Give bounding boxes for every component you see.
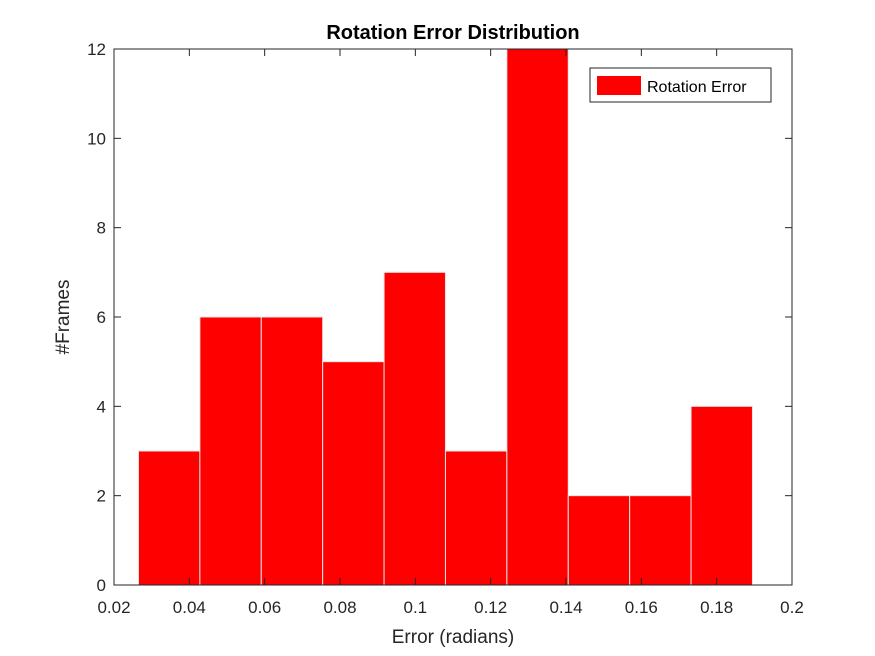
histogram-bar: [444, 450, 508, 586]
histogram-bar: [199, 316, 262, 586]
y-ticks-group: 0 2 4 6 8 10 12: [87, 40, 792, 595]
legend: Rotation Error: [589, 67, 772, 103]
histogram-bar: [383, 271, 446, 586]
legend-swatch: [597, 76, 641, 95]
x-tick-label: 0.14: [549, 598, 582, 617]
y-tick-label: 0: [97, 576, 106, 595]
y-tick-label: 6: [97, 308, 106, 327]
histogram-bar: [137, 450, 201, 586]
histogram-bar: [629, 495, 692, 586]
x-tick-label: 0.12: [474, 598, 507, 617]
y-axis-label: #Frames: [53, 280, 74, 355]
x-tick-label: 0.18: [700, 598, 733, 617]
x-tick-label: 0.1: [404, 598, 428, 617]
histogram-bar: [260, 316, 324, 586]
x-tick-label: 0.06: [248, 598, 281, 617]
x-tick-label: 0.08: [323, 598, 356, 617]
histogram-bar: [506, 48, 569, 586]
histogram-bar: [690, 405, 753, 586]
y-tick-label: 8: [97, 219, 106, 238]
x-tick-label: 0.2: [780, 598, 804, 617]
legend-label: Rotation Error: [647, 79, 747, 96]
x-tick-label: 0.02: [97, 598, 130, 617]
y-tick-label: 12: [87, 40, 106, 59]
y-tick-label: 4: [97, 397, 106, 416]
x-axis-label: Error (radians): [392, 627, 514, 648]
plot-frame: [113, 48, 793, 586]
chart-title: Rotation Error Distribution: [326, 22, 579, 44]
y-tick-label: 2: [97, 487, 106, 506]
histogram-bar: [567, 495, 631, 586]
x-tick-label: 0.04: [173, 598, 206, 617]
histogram-bar: [322, 361, 385, 586]
x-tick-label: 0.16: [625, 598, 658, 617]
x-ticks-group: 0.02 0.04 0.06 0.08 0.1 0.12 0.14 0.16 0.18 0.2: [97, 49, 804, 617]
y-tick-label: 10: [87, 129, 106, 148]
bars-group: [137, 48, 753, 586]
